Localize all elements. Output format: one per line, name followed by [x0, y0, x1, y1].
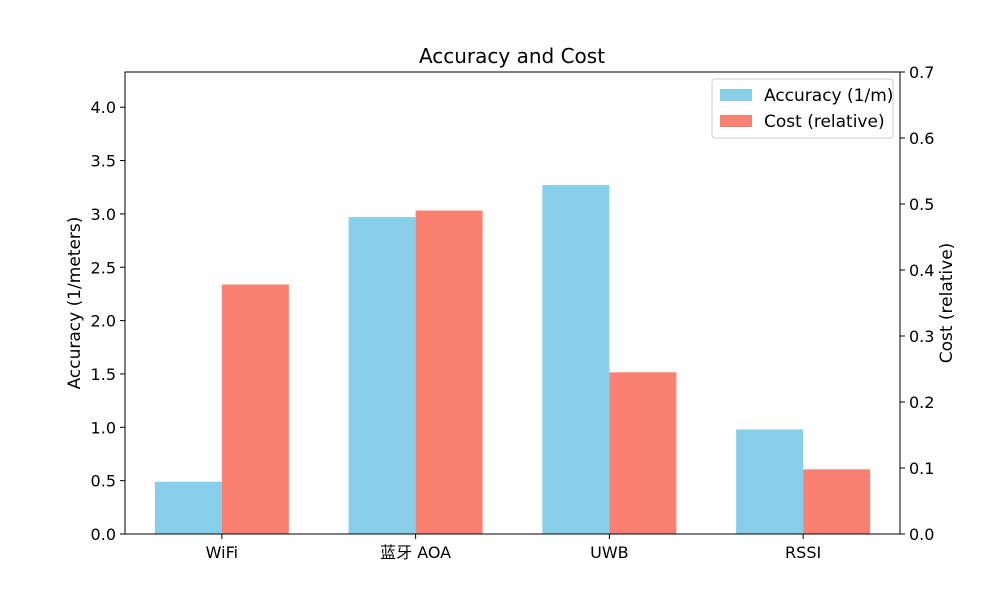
- y-right-tick-label: 0.5: [909, 195, 934, 214]
- y-left-tick-label: 3.5: [91, 152, 116, 171]
- y-left-tick-label: 3.0: [91, 205, 116, 224]
- y-right-tick-label: 0.7: [909, 63, 934, 82]
- bar-cost-1: [415, 210, 483, 534]
- legend: Accuracy (1/m) Cost (relative): [711, 78, 894, 139]
- y-right-tick-label: 0.0: [909, 525, 934, 544]
- y-left-tick-label: 0.5: [91, 472, 116, 491]
- y-left-tick-label: 4.0: [91, 98, 116, 117]
- legend-swatch: [720, 89, 752, 101]
- y-left-tick-label: 1.0: [91, 418, 116, 437]
- bar-accuracy-3: [736, 429, 804, 534]
- bar-accuracy-0: [154, 481, 222, 534]
- chart-title: Accuracy and Cost: [419, 44, 605, 68]
- y-right-tick-label: 0.4: [909, 261, 934, 280]
- y-left-tick-label: 2.0: [91, 312, 116, 331]
- bar-accuracy-1: [348, 217, 416, 534]
- x-tick-label: UWB: [590, 543, 629, 562]
- y-right-tick-label: 0.2: [909, 393, 934, 412]
- x-tick-label: WiFi: [206, 543, 238, 562]
- legend-label: Accuracy (1/m): [764, 86, 893, 106]
- bar-cost-0: [221, 284, 289, 534]
- y-right-axis-label: Cost (relative): [937, 243, 957, 364]
- plot-frame: [124, 71, 901, 535]
- bars-group: [154, 185, 871, 534]
- axes-group: WiFi 蓝牙 AOA UWB RSSI 0.0 0.5 1.0 1.5 2.0 2.5 3.0 3.…: [65, 63, 957, 562]
- legend-swatch: [720, 115, 752, 127]
- bar-cost-3: [803, 469, 871, 534]
- bar-accuracy-2: [542, 185, 610, 534]
- x-tick-label: 蓝牙 AOA: [380, 543, 451, 562]
- y-left-tick-label: 2.5: [91, 258, 116, 277]
- legend-label: Cost (relative): [764, 112, 885, 132]
- y-right-tick-label: 0.6: [909, 129, 934, 148]
- legend-box: [711, 78, 894, 139]
- x-tick-label: RSSI: [785, 543, 821, 562]
- y-left-tick-label: 1.5: [91, 365, 116, 384]
- y-right-tick-label: 0.1: [909, 459, 934, 478]
- y-right-tick-label: 0.3: [909, 327, 934, 346]
- bar-cost-2: [609, 372, 677, 534]
- y-left-axis-label: Accuracy (1/meters): [65, 217, 85, 390]
- y-left-tick-label: 0.0: [91, 525, 116, 544]
